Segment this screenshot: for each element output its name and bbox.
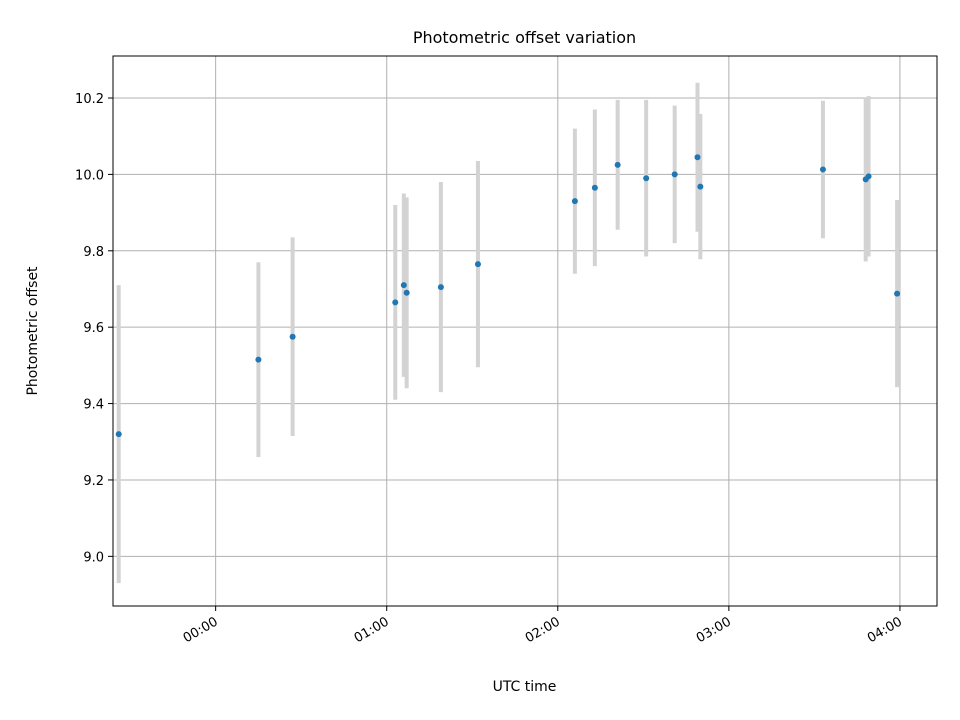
y-axis-ticks: 9.0 9.2 9.4 9.6 9.8 10.0 10.2 (75, 92, 113, 565)
data-point (400, 282, 407, 289)
data-point (865, 173, 872, 180)
data-point (614, 161, 621, 168)
data-point (671, 171, 678, 178)
data-point (474, 261, 481, 268)
data-point (591, 184, 598, 191)
data-point (697, 183, 704, 190)
y-tick-label: 9.8 (83, 245, 104, 260)
data-point (437, 284, 444, 291)
data-point (255, 356, 262, 363)
chart-title: Photometric offset variation (413, 28, 636, 47)
y-tick-label: 10.0 (75, 168, 104, 183)
data-point (403, 289, 410, 296)
data-point (571, 198, 578, 205)
y-tick-label: 9.0 (83, 550, 104, 565)
y-axis-label: Photometric offset (25, 266, 41, 396)
x-axis-label: UTC time (493, 679, 557, 695)
y-tick-label: 9.4 (83, 398, 104, 413)
data-point (643, 175, 650, 182)
y-tick-label: 10.2 (75, 92, 104, 107)
data-points (115, 154, 901, 438)
data-point (392, 299, 399, 306)
data-point (894, 290, 901, 297)
data-point (694, 154, 701, 161)
plot-frame (112, 55, 938, 607)
data-point (819, 166, 826, 173)
y-tick-label: 9.2 (83, 474, 104, 489)
data-point (115, 431, 122, 438)
y-tick-label: 9.6 (83, 321, 104, 336)
grid (113, 56, 937, 606)
data-point (289, 333, 296, 340)
